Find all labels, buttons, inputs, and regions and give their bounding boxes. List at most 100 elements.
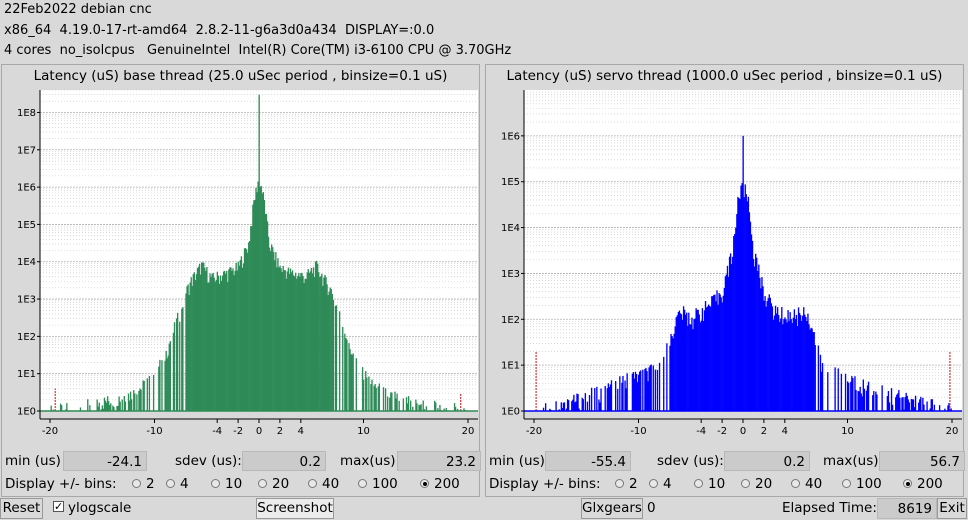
bins-radio-100[interactable]: 100 <box>842 476 882 492</box>
histogram-bar <box>692 329 694 411</box>
histogram-bar <box>237 261 239 411</box>
bins-radio-20[interactable]: 20 <box>741 476 772 492</box>
histogram-bar <box>888 402 891 411</box>
histogram-bar <box>673 333 675 411</box>
histogram-bar <box>109 405 111 411</box>
histogram-bar <box>309 271 312 411</box>
glxgears-button[interactable]: Glxgears <box>581 498 643 519</box>
x-tick-label: 4 <box>782 426 788 437</box>
x-tick-label: -4 <box>212 426 222 437</box>
histogram-bar <box>778 314 780 411</box>
bins-radio-20[interactable]: 20 <box>258 476 289 492</box>
histogram-bar <box>419 405 421 411</box>
histogram-bar <box>634 371 637 411</box>
histogram-bar <box>179 321 181 411</box>
histogram-bar <box>186 286 188 411</box>
histogram-bar <box>712 296 714 411</box>
histogram-bar <box>723 287 726 411</box>
histogram-bar <box>687 325 689 411</box>
histogram-bar <box>366 377 368 411</box>
histogram-bar <box>118 396 120 411</box>
histogram-bar <box>239 260 242 411</box>
histogram-bar <box>148 375 151 411</box>
bins-radio-2[interactable]: 2 <box>615 476 638 492</box>
histogram-bar <box>119 401 121 411</box>
histogram-bar <box>705 307 708 411</box>
histogram-bar <box>407 396 410 411</box>
bins-radio-10[interactable]: 10 <box>211 476 242 492</box>
histogram-bar <box>558 409 560 411</box>
histogram-bar <box>206 267 208 411</box>
histogram-bar <box>768 294 770 411</box>
histogram-bar <box>650 364 652 411</box>
histogram-bar <box>140 389 142 411</box>
ylogscale-checkbox[interactable]: ✓ <box>53 500 64 513</box>
histogram-bar <box>898 390 900 411</box>
histogram-bar <box>222 271 225 411</box>
histogram-bar <box>335 305 338 411</box>
servo-thread-stats: min (us) -55.4 sdev (us): 0.2 max(us) 56… <box>486 451 965 473</box>
bins-radio-2[interactable]: 2 <box>132 476 155 492</box>
bottom-bar: Reset ✓ ylogscale Screenshot Glxgears 0 … <box>0 497 968 520</box>
x-tick-label: 20 <box>462 426 475 437</box>
bins-radio-200[interactable]: 200 <box>420 476 460 492</box>
histogram-bar <box>617 388 619 411</box>
bins-radio-40[interactable]: 40 <box>308 476 339 492</box>
bins-radio-100[interactable]: 100 <box>358 476 398 492</box>
histogram-bar <box>747 196 750 411</box>
histogram-bar <box>117 405 119 411</box>
bins-radio-4[interactable]: 4 <box>649 476 672 492</box>
histogram-bar <box>302 275 304 411</box>
histogram-bar <box>243 248 246 411</box>
exit-button[interactable]: Exit <box>937 498 967 519</box>
histogram-bar <box>906 395 908 411</box>
histogram-bar <box>168 343 170 411</box>
screenshot-button[interactable]: Screenshot <box>256 498 334 519</box>
bins-radio-10[interactable]: 10 <box>694 476 725 492</box>
histogram-bar <box>295 272 297 411</box>
histogram-bar <box>561 408 564 411</box>
histogram-bar <box>805 317 807 411</box>
histogram-bar <box>642 369 644 411</box>
histogram-bar <box>50 405 52 411</box>
histogram-bar <box>670 334 672 411</box>
bins-radio-200[interactable]: 200 <box>903 476 943 492</box>
histogram-bar <box>405 397 408 411</box>
histogram-bar <box>255 187 257 411</box>
histogram-bar <box>136 394 138 411</box>
histogram-bar <box>313 277 316 411</box>
histogram-bar <box>282 266 284 411</box>
histogram-bar <box>208 282 210 411</box>
histogram-bar <box>645 367 647 411</box>
histogram-bar <box>740 185 742 411</box>
histogram-bar <box>761 277 763 411</box>
histogram-bar <box>725 274 728 411</box>
histogram-bar <box>257 181 259 411</box>
histogram-bar <box>686 312 688 411</box>
base-thread-title: Latency (uS) base thread (25.0 uSec peri… <box>33 68 448 84</box>
x-tick-label: -4 <box>696 426 706 437</box>
histogram-bar <box>216 271 219 411</box>
bins-radio-40[interactable]: 40 <box>791 476 822 492</box>
histogram-bar <box>374 384 376 411</box>
y-tick-label: 1E1 <box>17 369 36 380</box>
histogram-bar <box>362 379 365 411</box>
y-tick-label: 1E2 <box>17 332 36 343</box>
histogram-bar <box>919 399 921 411</box>
bins-radio-4[interactable]: 4 <box>166 476 189 492</box>
histogram-bar <box>733 235 735 411</box>
histogram-bar <box>737 196 739 411</box>
histogram-bar <box>639 371 641 411</box>
histogram-bar <box>867 381 870 411</box>
histogram-bar <box>790 319 792 411</box>
histogram-bar <box>926 401 928 411</box>
x-tick-label: 20 <box>946 426 959 437</box>
reset-button[interactable]: Reset <box>0 498 43 519</box>
histogram-bar <box>821 363 824 411</box>
histogram-bar <box>346 339 348 411</box>
host-info: 22Feb2022 debian cnc <box>4 2 152 17</box>
histogram-bar <box>606 388 608 411</box>
histogram-bar <box>248 242 250 411</box>
histogram-bar <box>786 322 788 411</box>
servo-thread-title: Latency (uS) servo thread (1000.0 uSec p… <box>506 68 943 84</box>
